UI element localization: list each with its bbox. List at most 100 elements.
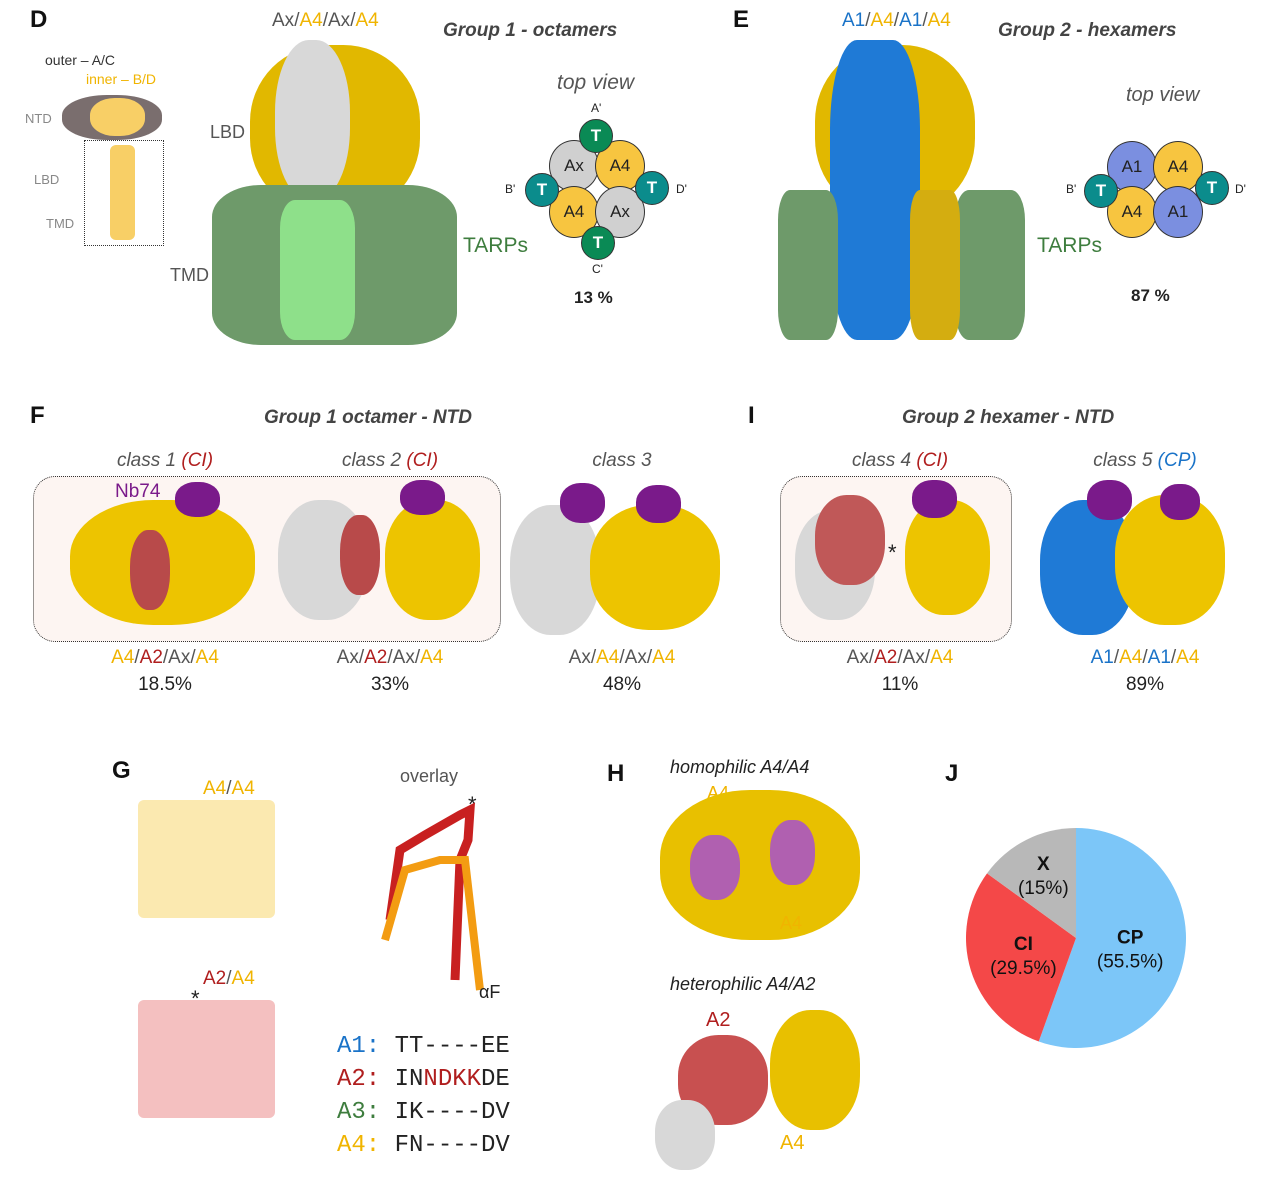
d-top-view: top view: [557, 71, 635, 94]
class-percent: 33%: [370, 674, 410, 695]
label-segment: /: [294, 10, 300, 31]
g-bottom-label: A2/A4: [203, 968, 255, 990]
label-segment: /: [619, 647, 625, 668]
schematic-inner-shape: [90, 98, 145, 136]
label-segment: /: [646, 647, 653, 668]
label-segment: A4: [299, 10, 323, 31]
label-segment: (CI): [406, 450, 439, 471]
label-segment: (CP): [1157, 450, 1197, 471]
homophilic-title: homophilic A4/A4: [670, 757, 810, 777]
schematic-lbd: LBD: [34, 172, 60, 187]
label-segment: Ax: [568, 647, 591, 668]
panel-letter-f: F: [30, 402, 45, 429]
pos-d: D': [676, 182, 687, 196]
label-segment: /: [1113, 647, 1120, 668]
a4-label: A4: [780, 1132, 805, 1154]
label-segment: A4: [231, 778, 255, 799]
lbd-label: LBD: [210, 122, 246, 142]
label-segment: A4: [652, 647, 676, 668]
d-title: Group 1 - octamers: [443, 20, 618, 41]
a4-label: A4: [780, 913, 803, 933]
label-segment: class 3: [592, 450, 652, 471]
tmd-label: TMD: [170, 265, 209, 285]
class2-nb74: [400, 480, 445, 515]
class3-nb74: [636, 485, 681, 523]
label-segment: class 2: [341, 450, 407, 471]
class1-nb74: [175, 482, 220, 517]
f-title: Group 1 octamer - NTD: [264, 407, 472, 428]
label-segment: class 1: [116, 450, 182, 471]
label-segment: /: [414, 647, 421, 668]
a4-density: [770, 1010, 860, 1130]
label-segment: Ax: [846, 647, 869, 668]
schematic-tmd: TMD: [46, 216, 75, 231]
subunit-a1: A1: [1153, 186, 1203, 238]
d-tarps-label: TARPs: [463, 234, 528, 257]
schematic-box: [84, 140, 164, 246]
e-tarps-label: TARPs: [1037, 234, 1102, 257]
tarp-d: T: [635, 171, 669, 205]
panel-letter-i: I: [748, 402, 755, 429]
label-segment: A2: [203, 968, 227, 989]
label-segment: /: [190, 647, 196, 668]
pos-a: A': [591, 101, 602, 115]
label-segment: A4: [927, 10, 951, 31]
overlay-ribbon: [381, 802, 484, 991]
pie-category-label: CI: [1014, 934, 1033, 955]
alignment-row: A1: TT----EE: [337, 1030, 510, 1063]
label-segment: /: [897, 647, 903, 668]
schematic-outer: outer – A/C: [45, 52, 116, 68]
label-segment: A3:: [337, 1099, 395, 1126]
label-segment: /: [893, 10, 900, 31]
pie-category-label: CP: [1117, 927, 1144, 948]
label-segment: Ax: [336, 647, 359, 668]
panel-letter-g: G: [112, 757, 131, 784]
class5-nb74: [1087, 480, 1132, 520]
e-percent: 87 %: [1131, 286, 1170, 305]
label-segment: /: [868, 647, 875, 668]
label-segment: A4: [111, 647, 135, 668]
class-heading: class 3: [512, 450, 732, 472]
d-ax-density: [275, 40, 350, 200]
label-segment: /: [322, 10, 328, 31]
heterophilic-title: heterophilic A4/A2: [670, 974, 816, 994]
label-segment: /: [1142, 647, 1148, 668]
class-percent: 18.5%: [138, 674, 192, 695]
label-segment: NDKK: [423, 1066, 482, 1093]
a2-label: A2: [706, 1009, 731, 1031]
label-segment: A2:: [337, 1066, 395, 1093]
label-segment: /: [226, 778, 232, 799]
label-segment: /: [1170, 647, 1177, 668]
class1-a2: [130, 530, 170, 610]
alignment-row: A3: IK----DV: [337, 1096, 510, 1129]
e-title: Group 2 - hexamers: [998, 20, 1177, 41]
label-segment: A4: [1176, 647, 1200, 668]
schematic-inner: inner – B/D: [86, 71, 157, 87]
panel-letter-e: E: [733, 6, 750, 33]
sequence-alignment: A1: TT----EE A2: INNDKKDE A3: IK----DV A4: …: [337, 1030, 510, 1162]
pie-value-label: (55.5%): [1097, 951, 1164, 972]
label-segment: A2: [874, 647, 898, 668]
class-composition: Ax/A2/Ax/A4: [790, 647, 1010, 669]
tarp-a: T: [579, 119, 613, 153]
e-composition: A1/A4/A1/A4: [842, 10, 951, 32]
d-composition: Ax/A4/Ax/A4: [272, 10, 379, 32]
tarp-d: T: [1195, 171, 1229, 205]
label-segment: class 5: [1093, 450, 1158, 471]
label-segment: DE: [481, 1066, 510, 1093]
panel-letter-h: H: [607, 760, 625, 787]
tarp-b: T: [1084, 174, 1118, 208]
class3-nb74: [560, 483, 605, 523]
label-segment: A4: [195, 647, 219, 668]
label-segment: A4: [870, 10, 894, 31]
label-segment: A1: [1147, 647, 1171, 668]
class-percent: 89%: [1125, 674, 1165, 695]
pos-c: C': [592, 262, 603, 276]
pie-value-label: (29.5%): [990, 958, 1057, 979]
label-segment: /: [134, 647, 140, 668]
asterisk: *: [888, 540, 897, 565]
ax-density: [655, 1100, 715, 1170]
class5-nb74: [1160, 484, 1200, 520]
pos-b: B': [505, 182, 516, 196]
